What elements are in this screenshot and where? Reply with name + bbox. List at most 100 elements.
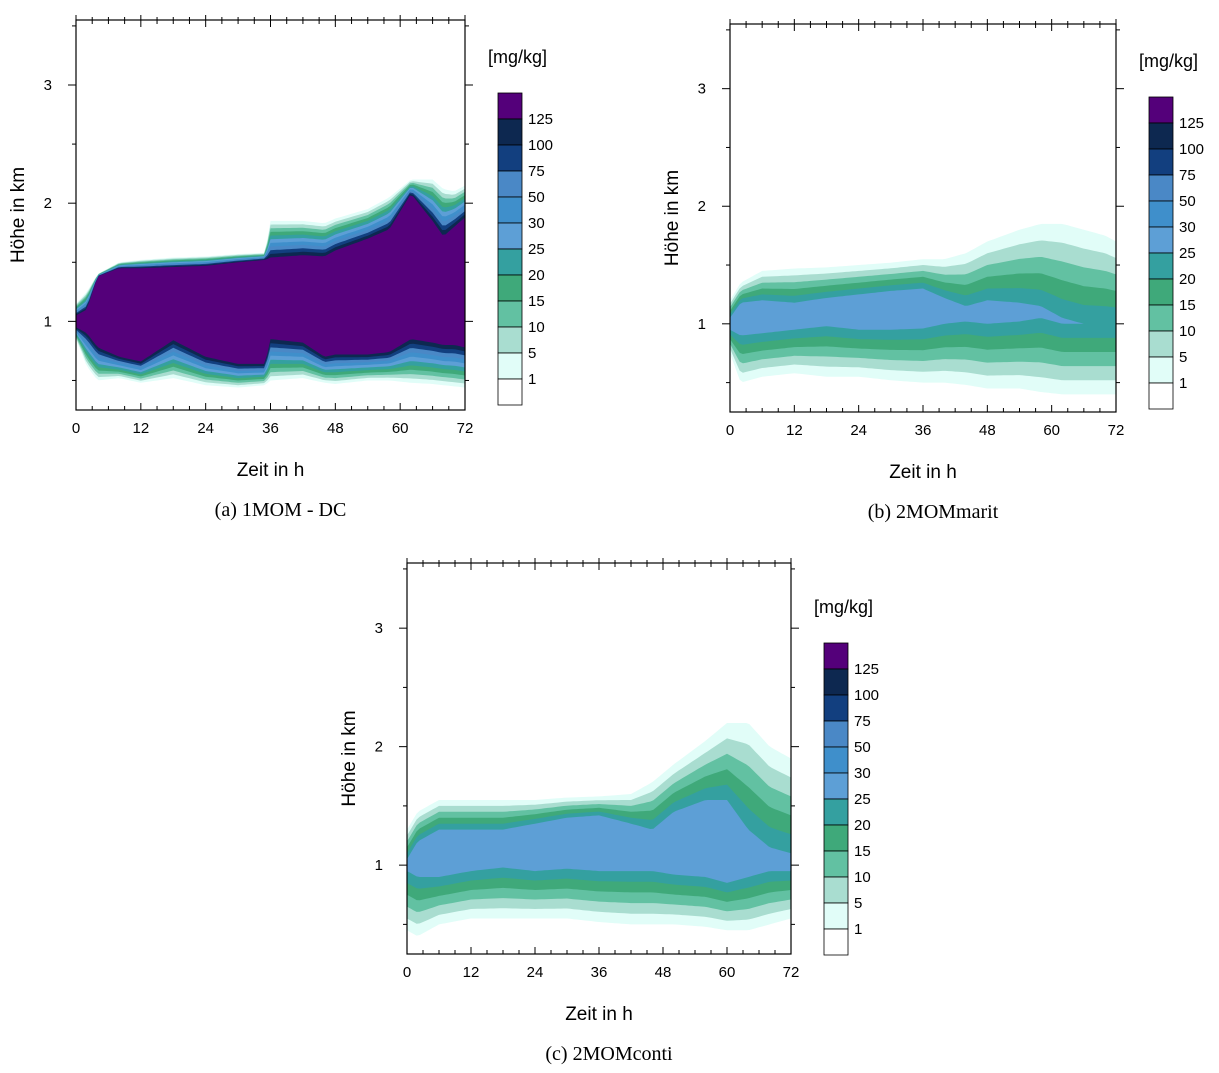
colorbar-label: 15 [528, 293, 545, 310]
colorbar-swatch [497, 274, 523, 302]
colorbar-swatch [497, 170, 523, 198]
colorbar-swatch [1148, 148, 1174, 176]
x-tick-label: 12 [786, 422, 803, 439]
contour-bands [730, 223, 1116, 395]
colorbar-swatch [1148, 330, 1174, 358]
colorbar-label: 5 [854, 895, 862, 912]
colorbar-label: 125 [1179, 115, 1204, 132]
colorbar-label: 125 [528, 111, 553, 128]
colorbar-swatch [497, 222, 523, 250]
colorbar-label: 100 [1179, 141, 1204, 158]
x-tick-label: 48 [979, 422, 996, 439]
x-tick-label: 0 [726, 422, 734, 439]
colorbar-swatch [1148, 226, 1174, 254]
y-tick-label: 1 [698, 316, 706, 333]
colorbar-label: 125 [854, 661, 879, 678]
x-tick-label: 0 [403, 964, 411, 981]
y-axis-label: Höhe in km [8, 167, 29, 263]
colorbar-label: 25 [1179, 245, 1196, 262]
y-axis-label: Höhe in km [662, 170, 683, 266]
colorbar-label: 50 [1179, 193, 1196, 210]
contour-bands [407, 723, 791, 936]
contour-bands [76, 179, 465, 388]
y-axis-label: Höhe in km [339, 710, 360, 806]
colorbar-label: 20 [854, 817, 871, 834]
y-tick-label: 2 [698, 198, 706, 215]
colorbar-label: 10 [1179, 323, 1196, 340]
colorbar-label: 50 [854, 739, 871, 756]
colorbar-swatch [497, 248, 523, 276]
colorbar-label: 30 [854, 765, 871, 782]
colorbar-label: 20 [528, 267, 545, 284]
x-tick-label: 36 [915, 422, 932, 439]
colorbar-label: 1 [528, 371, 536, 388]
colorbar-swatch [497, 118, 523, 146]
colorbar-swatch [1148, 382, 1174, 410]
caption: (a) 1MOM - DC [215, 499, 347, 521]
colorbar-swatch [823, 928, 849, 956]
colorbar-swatch [497, 144, 523, 172]
colorbar-swatch [497, 352, 523, 380]
x-tick-label: 72 [1108, 422, 1125, 439]
x-tick-label: 60 [719, 964, 736, 981]
x-axis-label: Zeit in h [889, 462, 957, 483]
caption: (c) 2MOMconti [545, 1043, 673, 1065]
colorbar-label: 5 [528, 345, 536, 362]
colorbar-unit: [mg/kg] [1139, 51, 1198, 71]
x-tick-label: 36 [591, 964, 608, 981]
colorbar-swatch [823, 772, 849, 800]
colorbar-swatch [823, 850, 849, 878]
colorbar-swatch [497, 196, 523, 224]
colorbar-label: 75 [854, 713, 871, 730]
colorbar-swatch [1148, 304, 1174, 332]
x-axis-label: Zeit in h [237, 460, 305, 481]
x-tick-label: 12 [463, 964, 480, 981]
colorbar-label: 10 [528, 319, 545, 336]
panel-c: 0 12 24 36 48 60 72 1 2 3 Zeit in h Höhe in km (c) 2… [300, 540, 920, 1073]
x-axis: 0 12 24 36 48 60 72 [72, 15, 473, 437]
panel-a: 0 12 24 36 48 60 72 1 2 3 Zeit in h Höhe in km (a) 1… [0, 0, 609, 535]
contour-band-25 [407, 800, 791, 883]
colorbar-swatch [497, 92, 523, 120]
y-axis: 1 2 3 [698, 29, 1124, 384]
colorbar-swatch [1148, 174, 1174, 202]
y-tick-label: 1 [44, 313, 52, 330]
colorbar-swatch [823, 902, 849, 930]
colorbar-swatch [823, 876, 849, 904]
colorbar-label: 50 [528, 189, 545, 206]
x-tick-label: 12 [132, 420, 149, 437]
colorbar-label: 100 [528, 137, 553, 154]
colorbar-label: 15 [1179, 297, 1196, 314]
colorbar-swatch [497, 300, 523, 328]
colorbar-swatch [1148, 252, 1174, 280]
colorbar-label: 15 [854, 843, 871, 860]
colorbar-swatch [497, 326, 523, 354]
colorbar-label: 10 [854, 869, 871, 886]
y-tick-label: 2 [44, 195, 52, 212]
colorbar-label: 25 [528, 241, 545, 258]
colorbar-swatch [1148, 278, 1174, 306]
y-axis: 1 2 3 [44, 25, 473, 381]
y-tick-label: 2 [375, 739, 383, 756]
y-axis: 1 2 3 [375, 568, 799, 925]
colorbar-swatch [1148, 96, 1174, 124]
colorbar-swatch [823, 642, 849, 670]
colorbar-label: 25 [854, 791, 871, 808]
colorbar-swatch [823, 746, 849, 774]
colorbar-unit: [mg/kg] [488, 47, 547, 67]
colorbar-swatch [1148, 122, 1174, 150]
x-tick-label: 24 [527, 964, 544, 981]
colorbar-swatch [823, 798, 849, 826]
colorbar-label: 75 [1179, 167, 1196, 184]
colorbar-swatch [497, 378, 523, 406]
x-axis: 0 12 24 36 48 60 72 [403, 558, 799, 981]
x-axis-label: Zeit in h [565, 1004, 633, 1025]
colorbar-unit: [mg/kg] [814, 597, 873, 617]
colorbar-label: 1 [1179, 375, 1187, 392]
